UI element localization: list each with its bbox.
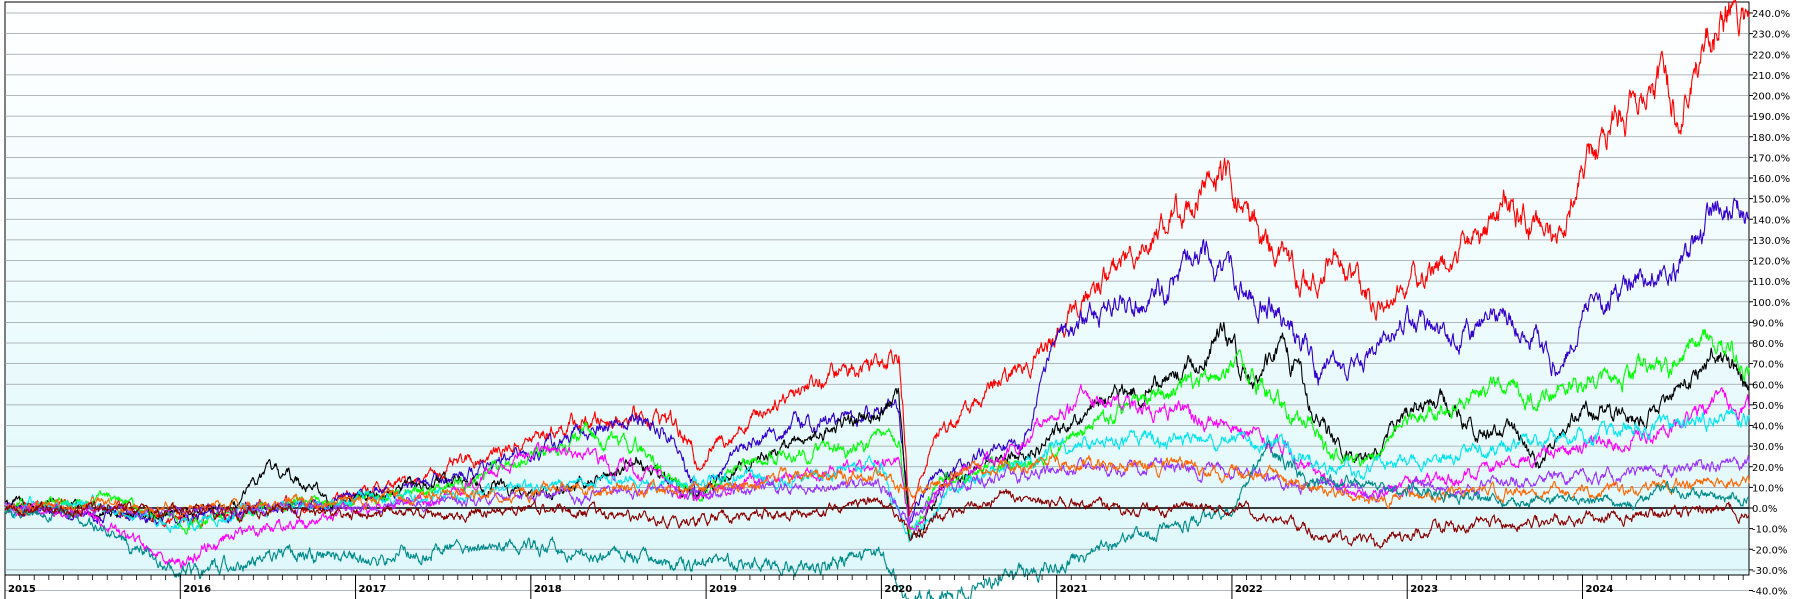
y-tick-label: 80.0% (1752, 339, 1784, 350)
y-tick-label: 130.0% (1752, 236, 1790, 247)
y-tick-label: 180.0% (1752, 133, 1790, 144)
x-tick-label: 2017 (359, 584, 387, 595)
y-tick-label: 70.0% (1752, 360, 1784, 371)
series-line (4, 384, 1750, 569)
y-tick-label: 0.0% (1752, 504, 1777, 515)
y-tick-label: 240.0% (1752, 9, 1790, 20)
series-lines (4, 0, 1750, 599)
series-line (4, 321, 1750, 541)
y-tick-label: 170.0% (1752, 153, 1790, 164)
y-tick-label: 160.0% (1752, 174, 1790, 185)
x-tick-label: 2015 (8, 584, 36, 595)
y-tick-label: 100.0% (1752, 298, 1790, 309)
y-tick-label: -30.0% (1752, 566, 1787, 577)
y-tick-label: 10.0% (1752, 483, 1784, 494)
y-tick-label: 150.0% (1752, 195, 1790, 206)
x-tick-label: 2018 (534, 584, 562, 595)
x-tick-label: 2021 (1060, 584, 1088, 595)
y-tick-label: 140.0% (1752, 215, 1790, 226)
series-line (4, 488, 1750, 549)
y-tick-label: 60.0% (1752, 380, 1784, 391)
y-tick-label: 200.0% (1752, 92, 1790, 103)
x-tick-label: 2019 (709, 584, 737, 595)
plot-background (4, 1, 1750, 576)
y-tick-label: -20.0% (1752, 545, 1787, 556)
y-axis: 240.0% 230.0% 220.0% 210.0% 200.0% 190.0% 180.… (1749, 9, 1790, 598)
y-tick-label: 210.0% (1752, 71, 1790, 82)
x-tick-label: 2023 (1410, 584, 1438, 595)
x-axis: 2015 2016 2017 2018 2019 2020 2021 2022 2023 2024 (4, 574, 1749, 599)
y-tick-label: 110.0% (1752, 277, 1790, 288)
y-tick-label: 90.0% (1752, 318, 1784, 329)
y-tick-label: 20.0% (1752, 463, 1784, 474)
x-tick-label: 2020 (884, 584, 912, 595)
y-tick-label: 30.0% (1752, 442, 1784, 453)
series-line (4, 329, 1750, 535)
y-tick-label: 220.0% (1752, 50, 1790, 61)
y-tick-label: 190.0% (1752, 112, 1790, 123)
x-tick-label: 2022 (1235, 584, 1263, 595)
series-line (4, 454, 1750, 527)
series-line (4, 439, 1750, 599)
y-tick-label: 120.0% (1752, 257, 1790, 268)
x-tick-label: 2016 (183, 584, 211, 595)
y-tick-label: 50.0% (1752, 401, 1784, 412)
y-tick-label: 230.0% (1752, 30, 1790, 41)
y-tick-label: -10.0% (1752, 525, 1787, 536)
series-line (4, 452, 1750, 518)
y-tick-label: -40.0% (1752, 587, 1787, 598)
y-tick-label: 40.0% (1752, 422, 1784, 433)
x-tick-label: 2024 (1585, 584, 1613, 595)
